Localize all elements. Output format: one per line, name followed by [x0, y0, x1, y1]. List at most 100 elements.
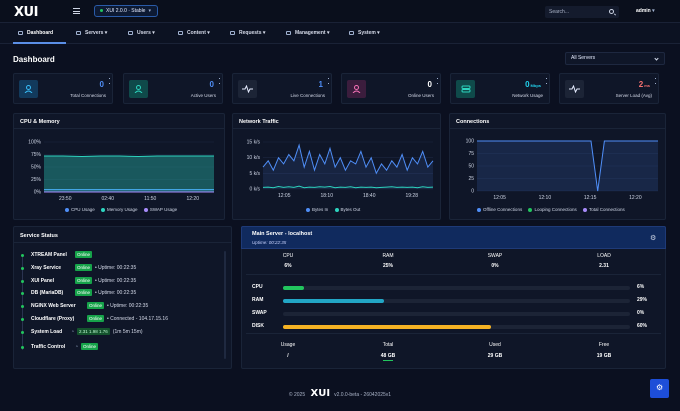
- search-input[interactable]: Search...: [545, 6, 619, 18]
- chart-legend: Bytes In Bytes Out: [301, 207, 360, 212]
- service-row[interactable]: NGINX Web Server Online • Uptime: 00:22:35: [31, 302, 149, 309]
- legend-swatch: [101, 207, 106, 212]
- stat-card-network-usage: 0Mbps Network Usage: [450, 73, 550, 104]
- bar-label: DISK: [252, 323, 264, 329]
- y-tick-label: 75: [468, 151, 474, 157]
- cpu-memory-chart: 100% 75% 50% 25% 0% 23:50 02:40 11:50 12:20: [28, 140, 214, 202]
- x-tick-label: 18:40: [363, 193, 376, 199]
- status-dot-icon: [21, 292, 24, 295]
- legend-swatch: [477, 207, 481, 212]
- status-badge: Online: [87, 302, 105, 309]
- gauge-icon: ◔: [71, 329, 75, 335]
- panel-title: CPU & Memory: [20, 119, 60, 125]
- x-tick-label: 02:40: [101, 196, 114, 202]
- x-tick-label: 12:05: [278, 193, 291, 199]
- x-tick-label: 18:10: [320, 193, 333, 199]
- x-tick-label: 12:05: [493, 195, 506, 201]
- main-server-header: Main Server - localhost Uptime: 00:22:35…: [241, 226, 666, 249]
- kebab-menu-icon[interactable]: [328, 78, 329, 84]
- user-menu[interactable]: admin ▾: [636, 8, 655, 14]
- service-row[interactable]: XTREAM Panel Online: [31, 251, 93, 258]
- connections-chart: 100 75 50 25 0 12:05 12:10 12:15 12:20: [466, 139, 658, 201]
- search-icon[interactable]: [609, 9, 614, 14]
- kebab-menu-icon[interactable]: [655, 78, 656, 84]
- server-icon: [76, 31, 81, 35]
- legend-item[interactable]: CPU Usage: [71, 207, 95, 212]
- wrench-icon: [286, 31, 291, 35]
- status-badge: Online: [75, 251, 93, 258]
- y-tick-label: 75%: [31, 152, 42, 158]
- usage-bar: [283, 299, 630, 303]
- status-badge: Online: [81, 343, 99, 350]
- legend-item[interactable]: Bytes In: [312, 207, 329, 212]
- app-logo[interactable]: XUI: [14, 5, 38, 20]
- y-tick-label: 0 k/s: [249, 187, 260, 193]
- network-icon: [456, 80, 475, 98]
- nav-servers[interactable]: Servers ▾: [76, 30, 107, 36]
- legend-swatch: [583, 207, 588, 212]
- legend-item[interactable]: Offline Connections: [483, 207, 523, 212]
- users-icon: [128, 31, 133, 35]
- service-row[interactable]: Traffic Control ◔ Online: [31, 343, 99, 350]
- nav-users[interactable]: Users ▾: [128, 30, 155, 36]
- legend-swatch: [334, 207, 339, 212]
- legend-swatch: [528, 207, 533, 212]
- service-row[interactable]: Xray Service Online • Uptime: 00:22:35: [31, 264, 137, 271]
- chevron-down-icon: ▾: [148, 8, 151, 14]
- service-row[interactable]: Cloudflare (Proxy) Online • Connected - 10…: [31, 315, 168, 322]
- menu-icon[interactable]: [73, 8, 80, 14]
- service-row[interactable]: System Load ◔ 2.31 1.98 1.76 (1m 5m 15m): [31, 328, 143, 335]
- usage-bar: [283, 286, 630, 290]
- x-tick-label: 12:15: [584, 195, 597, 201]
- requests-icon: [230, 31, 235, 35]
- disk-free: Free 19 GB: [596, 342, 612, 359]
- connections-panel: Connections 100 75 50 25 0 12:05 12:10 12:15 12:…: [449, 113, 666, 220]
- system-icon: [349, 31, 354, 35]
- metric-cpu: CPU 6%: [282, 253, 294, 269]
- bar-percent: 0%: [637, 310, 645, 316]
- metric-load: LOAD 2.31: [597, 253, 611, 269]
- legend-item[interactable]: SWAP Usage: [149, 207, 178, 212]
- settings-fab-button[interactable]: ⚙: [650, 379, 669, 398]
- series-line: [477, 140, 658, 192]
- series-area: [263, 145, 433, 189]
- version-badge[interactable]: XUI 2.0.0 · Stable ▾: [94, 5, 158, 17]
- service-row[interactable]: DB (MariaDB) Online • Uptime: 00:22:35: [31, 289, 137, 296]
- y-tick-label: 25%: [31, 177, 42, 183]
- nav-requests[interactable]: Requests ▾: [230, 30, 265, 36]
- kebab-menu-icon[interactable]: [219, 78, 220, 84]
- kebab-menu-icon[interactable]: [109, 78, 110, 84]
- legend-item[interactable]: Memory Usage: [107, 207, 138, 212]
- legend-item[interactable]: Total Connections: [589, 207, 625, 212]
- load-badge: 2.31 1.98 1.76: [77, 328, 110, 335]
- metric-swap: SWAP 0%: [487, 253, 503, 269]
- legend-item[interactable]: Looping Connections: [534, 207, 577, 212]
- page-title: Dashboard: [13, 55, 55, 64]
- stat-card-total-connections: 0 Total Connections: [13, 73, 113, 104]
- settings-icon[interactable]: ⚙: [650, 235, 657, 242]
- gauge-icon: ◔: [75, 344, 79, 350]
- stat-label: Online Users: [407, 93, 434, 98]
- server-select[interactable]: All Servers: [565, 52, 665, 65]
- active-tab-indicator: [13, 42, 66, 44]
- kebab-menu-icon[interactable]: [546, 78, 547, 84]
- metric-ram: RAM 25%: [382, 253, 394, 269]
- nav-dashboard[interactable]: Dashboard: [18, 30, 53, 36]
- status-badge: Online: [75, 264, 93, 271]
- bar-percent: 6%: [637, 284, 645, 290]
- kebab-menu-icon[interactable]: [437, 78, 438, 84]
- y-tick-label: 50%: [31, 165, 42, 171]
- scrollbar[interactable]: [224, 251, 226, 359]
- nav-system[interactable]: System ▾: [349, 30, 380, 36]
- bar-label: SWAP: [252, 310, 267, 316]
- stat-card-server-load: 2ms Server Load (Avg): [559, 73, 659, 104]
- legend-item[interactable]: Bytes Out: [340, 207, 361, 212]
- service-row[interactable]: XUI Panel Online • Uptime: 00:22:35: [31, 277, 137, 284]
- disk-total: Total 48 GB: [380, 342, 396, 361]
- y-tick-label: 0%: [34, 190, 42, 196]
- series-line: [262, 143, 434, 175]
- x-tick-label: 12:20: [186, 196, 199, 202]
- nav-content[interactable]: Content ▾: [178, 30, 210, 36]
- nav-management[interactable]: Management ▾: [286, 30, 329, 36]
- chevron-down-icon: ▾: [652, 8, 655, 14]
